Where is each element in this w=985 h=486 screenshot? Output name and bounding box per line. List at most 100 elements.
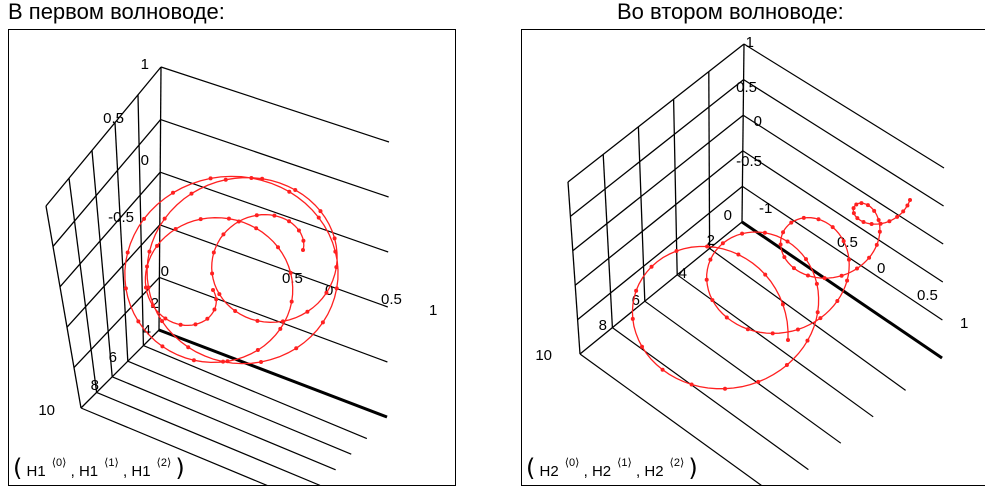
series-point <box>763 272 768 277</box>
series-point <box>649 264 654 269</box>
depth-tick-label: 2 <box>707 232 715 249</box>
chart-2-caption: ( H2 ⟨0⟩ , H2 ⟨1⟩ , H2 ⟨2⟩ ) <box>526 454 698 482</box>
depth-tick-label: 6 <box>109 349 117 366</box>
depth-tick-label: 8 <box>599 317 607 334</box>
caption-var: H2 <box>539 463 559 480</box>
wall-gridline <box>80 329 160 409</box>
series-point <box>236 219 241 224</box>
series-point <box>895 214 900 219</box>
series-point <box>173 226 178 231</box>
right-tick-label: 1 <box>429 302 437 319</box>
caption-var: H1 <box>131 463 151 480</box>
series-point <box>160 319 165 324</box>
series-point <box>859 201 864 206</box>
series-point <box>901 209 906 214</box>
series-point <box>869 221 874 226</box>
series-point <box>830 225 835 230</box>
vertical-tick-label: 1 <box>141 56 149 73</box>
wall-gridline <box>741 43 745 223</box>
caption-index: ⟨1⟩ <box>617 457 632 469</box>
chart-1-grid <box>45 66 390 485</box>
series-point <box>722 386 727 391</box>
series-point <box>845 278 850 283</box>
wall-gridline <box>52 119 162 247</box>
series-point <box>736 252 741 257</box>
right-tick-label: 0.5 <box>381 291 402 308</box>
caption-index: ⟨0⟩ <box>564 457 580 469</box>
panel-1-heading: В первом волноводе: <box>8 0 225 24</box>
depth-tick-label: 0 <box>724 207 732 224</box>
series-point <box>756 379 761 384</box>
vertical-tick-label: 0.5 <box>103 110 124 127</box>
wall-gridline <box>68 178 98 393</box>
series-point <box>162 216 167 221</box>
vertical-tick-label: 0.5 <box>736 79 757 96</box>
series-point <box>855 266 860 271</box>
depth-tick-label: 4 <box>143 322 151 339</box>
series-point <box>640 344 645 349</box>
series-point <box>876 217 881 222</box>
wall-gridline <box>637 126 646 302</box>
floor-gridline <box>80 407 268 485</box>
depth-tick-label: 10 <box>38 402 55 419</box>
series-point <box>745 327 750 332</box>
caption-var: H1 <box>26 463 46 480</box>
caption-index: ⟨0⟩ <box>51 457 67 469</box>
series-point <box>874 242 879 247</box>
series-point <box>724 315 729 320</box>
wall-gridline <box>73 276 160 369</box>
series-point <box>255 348 260 353</box>
series-point <box>762 230 767 235</box>
series-point <box>217 292 222 297</box>
series-point <box>289 299 294 304</box>
series-point <box>784 363 789 368</box>
depth-tick-label: 2 <box>151 295 159 312</box>
series-point <box>211 250 216 255</box>
series-point <box>841 239 846 244</box>
series-point <box>316 215 321 220</box>
floor-gridline <box>579 353 762 485</box>
series-point <box>781 230 786 235</box>
series-point <box>147 249 152 254</box>
wall-gridline <box>91 150 113 377</box>
series-point <box>805 273 810 278</box>
caption-open-paren: ( <box>13 454 23 482</box>
series-point <box>320 320 325 325</box>
series-point <box>855 216 860 221</box>
series-point <box>249 175 254 180</box>
series-point <box>816 217 821 222</box>
chart-2-curve <box>630 198 912 391</box>
series-point <box>221 232 226 237</box>
back-wall-gridline <box>742 150 944 283</box>
series-point <box>146 285 151 290</box>
series-point <box>867 255 872 260</box>
wall-gridline <box>567 43 745 183</box>
series-point <box>740 231 745 236</box>
series-point <box>332 236 337 241</box>
right-tick-label: 0 <box>325 282 333 299</box>
series-point <box>170 190 175 195</box>
chart-2-grid <box>567 43 945 485</box>
series-point <box>846 257 851 262</box>
wall-gridline <box>45 66 162 207</box>
series-point <box>208 176 213 181</box>
floor-gridline <box>127 360 352 455</box>
caption-index: ⟨1⟩ <box>104 457 119 469</box>
series-point <box>191 358 196 363</box>
series-point <box>155 243 160 248</box>
back-wall-gridline <box>742 185 943 321</box>
back-wall-gridline <box>159 276 388 363</box>
series-point <box>278 326 283 331</box>
series-point <box>294 346 299 351</box>
series-point <box>908 198 912 202</box>
series-point <box>778 242 783 247</box>
series-curve <box>124 175 339 365</box>
series-point <box>801 215 806 220</box>
series-point <box>822 276 827 281</box>
right-tick-label: 0 <box>877 260 885 277</box>
right-tick-label: -1 <box>759 200 772 217</box>
series-point <box>791 266 796 271</box>
series-point <box>872 208 877 213</box>
series-point <box>301 248 305 252</box>
